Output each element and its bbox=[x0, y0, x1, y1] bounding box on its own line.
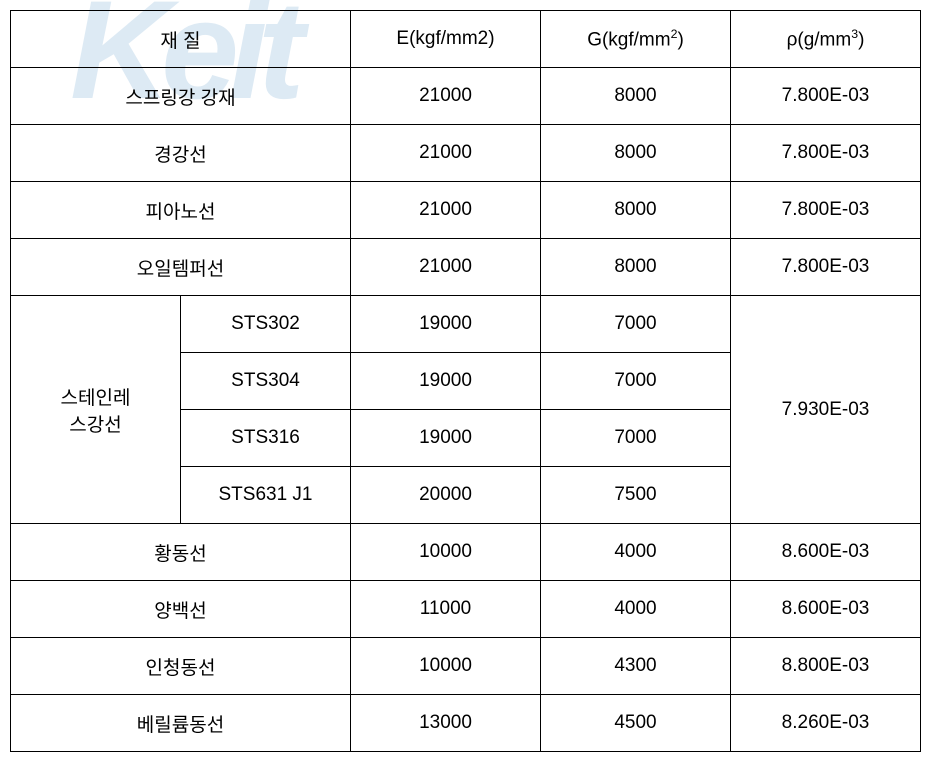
cell-material: 양백선 bbox=[11, 581, 351, 638]
cell-E: 19000 bbox=[351, 410, 541, 467]
cell-rho: 8.600E-03 bbox=[731, 581, 921, 638]
cell-rho: 7.930E-03 bbox=[731, 296, 921, 524]
cell-rho: 7.800E-03 bbox=[731, 182, 921, 239]
cell-subtype: STS316 bbox=[181, 410, 351, 467]
cell-subtype: STS302 bbox=[181, 296, 351, 353]
cell-material: 피아노선 bbox=[11, 182, 351, 239]
table-row: 양백선 11000 4000 8.600E-03 bbox=[11, 581, 921, 638]
cell-E: 21000 bbox=[351, 182, 541, 239]
cell-material: 인청동선 bbox=[11, 638, 351, 695]
col-material: 재 질 bbox=[11, 11, 351, 68]
cell-material: 베릴륨동선 bbox=[11, 695, 351, 752]
table-row: 경강선 21000 8000 7.800E-03 bbox=[11, 125, 921, 182]
cell-G: 7500 bbox=[541, 467, 731, 524]
cell-rho: 8.600E-03 bbox=[731, 524, 921, 581]
cell-material: 경강선 bbox=[11, 125, 351, 182]
material-properties-table: 재 질 E(kgf/mm2) G(kgf/mm2) ρ(g/mm3) 스프링강 … bbox=[10, 10, 921, 752]
table-row: 피아노선 21000 8000 7.800E-03 bbox=[11, 182, 921, 239]
cell-E: 19000 bbox=[351, 296, 541, 353]
table-row: 스테인레스강선 STS302 19000 7000 7.930E-03 bbox=[11, 296, 921, 353]
col-rho: ρ(g/mm3) bbox=[731, 11, 921, 68]
table-header-row: 재 질 E(kgf/mm2) G(kgf/mm2) ρ(g/mm3) bbox=[11, 11, 921, 68]
cell-G: 4300 bbox=[541, 638, 731, 695]
cell-G: 8000 bbox=[541, 125, 731, 182]
cell-G: 8000 bbox=[541, 68, 731, 125]
cell-E: 13000 bbox=[351, 695, 541, 752]
table-row: 오일템퍼선 21000 8000 7.800E-03 bbox=[11, 239, 921, 296]
cell-E: 20000 bbox=[351, 467, 541, 524]
cell-E: 10000 bbox=[351, 638, 541, 695]
cell-E: 21000 bbox=[351, 125, 541, 182]
cell-E: 21000 bbox=[351, 68, 541, 125]
cell-G: 7000 bbox=[541, 353, 731, 410]
cell-subtype: STS304 bbox=[181, 353, 351, 410]
table-row: 스프링강 강재 21000 8000 7.800E-03 bbox=[11, 68, 921, 125]
table-row: 베릴륨동선 13000 4500 8.260E-03 bbox=[11, 695, 921, 752]
cell-material: 황동선 bbox=[11, 524, 351, 581]
cell-G: 8000 bbox=[541, 182, 731, 239]
cell-rho: 7.800E-03 bbox=[731, 68, 921, 125]
cell-material: 스프링강 강재 bbox=[11, 68, 351, 125]
cell-G: 7000 bbox=[541, 296, 731, 353]
cell-rho: 8.260E-03 bbox=[731, 695, 921, 752]
cell-E: 11000 bbox=[351, 581, 541, 638]
table-row: 황동선 10000 4000 8.600E-03 bbox=[11, 524, 921, 581]
cell-G: 4500 bbox=[541, 695, 731, 752]
col-G: G(kgf/mm2) bbox=[541, 11, 731, 68]
cell-rho: 7.800E-03 bbox=[731, 125, 921, 182]
cell-E: 10000 bbox=[351, 524, 541, 581]
table-row: 인청동선 10000 4300 8.800E-03 bbox=[11, 638, 921, 695]
cell-E: 19000 bbox=[351, 353, 541, 410]
cell-G: 7000 bbox=[541, 410, 731, 467]
cell-material-group: 스테인레스강선 bbox=[11, 296, 181, 524]
cell-G: 8000 bbox=[541, 239, 731, 296]
cell-rho: 7.800E-03 bbox=[731, 239, 921, 296]
cell-material: 오일템퍼선 bbox=[11, 239, 351, 296]
cell-G: 4000 bbox=[541, 581, 731, 638]
cell-subtype: STS631 J1 bbox=[181, 467, 351, 524]
col-E: E(kgf/mm2) bbox=[351, 11, 541, 68]
cell-G: 4000 bbox=[541, 524, 731, 581]
cell-rho: 8.800E-03 bbox=[731, 638, 921, 695]
cell-E: 21000 bbox=[351, 239, 541, 296]
